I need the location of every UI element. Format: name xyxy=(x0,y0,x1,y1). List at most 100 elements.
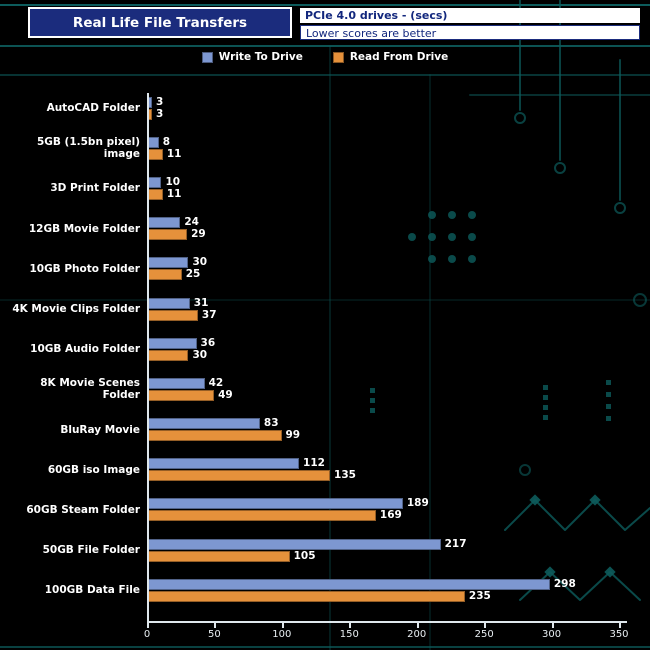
read-bar xyxy=(148,309,198,321)
chart-row: BluRay Movie 83 99 xyxy=(0,410,650,450)
value-label: 37 xyxy=(201,308,217,321)
value-label: 3 xyxy=(156,95,164,108)
value-label: 42 xyxy=(208,376,224,389)
value-label: 169 xyxy=(379,509,402,522)
value-label: 30 xyxy=(192,256,208,269)
read-bar xyxy=(148,188,163,200)
chart-row: 60GB iso Image 112 135 xyxy=(0,450,650,490)
category-label: AutoCAD Folder xyxy=(46,102,140,115)
category-label: 60GB iso Image xyxy=(47,463,140,476)
value-label: 11 xyxy=(166,187,182,200)
read-bar xyxy=(148,229,188,241)
value-label: 49 xyxy=(218,388,233,401)
value-label: 135 xyxy=(334,469,356,482)
bar-group: 30 25 xyxy=(148,256,643,281)
read-bar xyxy=(148,590,465,602)
read-bar xyxy=(148,510,376,522)
x-axis-line xyxy=(147,621,627,623)
category-label: 100GB Data File xyxy=(44,584,140,597)
chart-row: 8K Movie Scenes Folder 42 49 xyxy=(0,369,650,409)
value-label: 24 xyxy=(184,216,199,229)
read-bar xyxy=(148,269,182,281)
chart-row: AutoCAD Folder 3 3 xyxy=(0,88,650,128)
bar-group: 112 135 xyxy=(148,457,643,482)
value-label: 99 xyxy=(285,429,301,442)
write-bar xyxy=(148,458,300,470)
value-label: 29 xyxy=(191,228,206,241)
value-label: 31 xyxy=(193,296,209,309)
value-label: 8 xyxy=(162,135,171,148)
category-label: 60GB Steam Folder xyxy=(26,503,140,516)
read-bar xyxy=(148,148,163,160)
write-bar xyxy=(148,136,159,148)
value-label: 3 xyxy=(156,107,164,120)
category-label: 3D Print Folder xyxy=(50,182,140,195)
value-label: 25 xyxy=(185,268,201,281)
category-label: 50GB File Folder xyxy=(42,544,140,557)
read-bar xyxy=(148,430,282,442)
value-label: 235 xyxy=(468,589,491,602)
value-label: 105 xyxy=(293,549,316,562)
bar-group: 36 30 xyxy=(148,337,643,362)
value-label: 217 xyxy=(444,537,467,550)
category-label: 10GB Photo Folder xyxy=(29,262,140,275)
value-label: 298 xyxy=(553,577,576,590)
legend-item: Read From Drive xyxy=(332,51,449,63)
category-label: 12GB Movie Folder xyxy=(28,222,140,235)
chart-row: 50GB File Folder 217 105 xyxy=(0,530,650,570)
chart-row: 10GB Photo Folder 30 25 xyxy=(0,249,650,289)
legend-label: Read From Drive xyxy=(349,51,449,63)
chart-note: Lower scores are better xyxy=(300,25,640,40)
write-bar xyxy=(148,418,260,430)
bar-group: 24 29 xyxy=(148,216,643,241)
bar-group: 42 49 xyxy=(148,377,643,402)
chart-title: Real Life File Transfers xyxy=(28,7,292,38)
category-label: 5GB (1.5bn pixel) image xyxy=(36,136,140,161)
value-label: 30 xyxy=(192,348,208,361)
chart-row: 4K Movie Clips Folder 31 37 xyxy=(0,289,650,329)
write-bar xyxy=(148,297,190,309)
chart-row: 100GB Data File 298 235 xyxy=(0,570,650,610)
legend-swatch-icon xyxy=(332,51,344,63)
bar-group: 298 235 xyxy=(148,578,643,603)
category-label: 8K Movie Scenes Folder xyxy=(40,377,140,402)
write-bar xyxy=(148,498,403,510)
value-label: 112 xyxy=(303,457,325,470)
read-bar xyxy=(148,550,290,562)
write-bar xyxy=(148,578,550,590)
read-bar xyxy=(148,349,189,361)
legend-swatch-icon xyxy=(201,51,213,63)
value-label: 83 xyxy=(263,417,279,430)
value-label: 36 xyxy=(200,336,216,349)
bar-group: 8 11 xyxy=(148,136,643,161)
value-label: 11 xyxy=(166,147,182,160)
write-bar xyxy=(148,337,197,349)
read-bar xyxy=(148,389,215,401)
category-label: 4K Movie Clips Folder xyxy=(12,303,140,316)
write-bar xyxy=(148,377,205,389)
read-bar xyxy=(148,470,331,482)
legend-item: Write To Drive xyxy=(201,51,303,63)
bar-group: 217 105 xyxy=(148,538,643,563)
bar-group: 10 11 xyxy=(148,176,643,201)
value-label: 10 xyxy=(165,175,181,188)
legend: Write To Drive Read From Drive xyxy=(0,51,650,63)
write-bar xyxy=(148,176,162,188)
chart-row: 10GB Audio Folder 36 30 xyxy=(0,329,650,369)
chart-row: 12GB Movie Folder 24 29 xyxy=(0,209,650,249)
chart-row: 5GB (1.5bn pixel) image 8 11 xyxy=(0,128,650,168)
legend-label: Write To Drive xyxy=(218,51,303,63)
chart-row: 3D Print Folder 10 11 xyxy=(0,168,650,208)
bar-group: 83 99 xyxy=(148,417,643,442)
chart-row: 60GB Steam Folder 189 169 xyxy=(0,490,650,530)
write-bar xyxy=(148,257,189,269)
y-axis-line xyxy=(147,93,149,623)
value-label: 189 xyxy=(406,497,429,510)
category-label: BluRay Movie xyxy=(60,423,140,436)
bar-group: 189 169 xyxy=(148,497,643,522)
chart-rows: AutoCAD Folder 3 3 5GB (1.5bn pixel) image 8… xyxy=(0,88,650,610)
write-bar xyxy=(148,538,441,550)
chart-subtitle: PCIe 4.0 drives - (secs) xyxy=(300,8,640,23)
